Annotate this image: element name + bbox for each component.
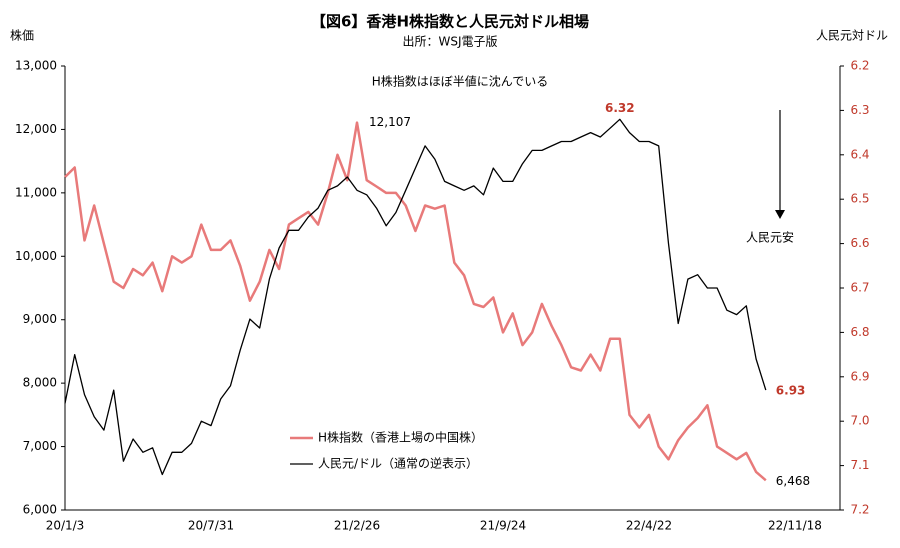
y-tick-label: 10,000 [15,249,57,263]
y2-tick-label: 6.9 [850,369,869,383]
y-axis-label: 株価 [10,28,34,43]
y2-tick-label: 6.4 [850,147,869,161]
series-line [64,118,767,476]
y-tick-label: 11,000 [15,185,57,199]
y2-tick-label: 7.1 [850,458,869,472]
y-tick-label: 8,000 [23,376,57,390]
y2-tick-label: 6.5 [850,192,869,206]
x-tick-label: 22/11/18 [768,519,822,533]
y-tick-label: 6,000 [23,503,57,517]
y2-tick-label: 6.7 [850,281,869,295]
y2-tick-label: 6.6 [850,236,869,250]
x-tick-label: 20/1/3 [46,519,85,533]
y2-tick-label: 7.0 [850,414,869,428]
data-label: 6,468 [776,474,810,488]
y-tick-label: 7,000 [23,439,57,453]
data-label: 12,107 [369,115,411,129]
x-tick-label: 21/9/24 [480,519,526,533]
legend-label: H株指数（香港上場の中国株） [318,430,483,445]
y-tick-label: 9,000 [23,312,57,326]
y2-tick-label: 6.2 [850,59,869,73]
y2-tick-label: 7.2 [850,503,869,517]
y2-tick-label: 6.3 [850,103,869,117]
arrow-head [775,210,785,219]
x-tick-label: 21/2/26 [334,519,380,533]
annotation: H株指数はほぼ半値に沈んでいる [372,74,548,89]
x-tick-label: 20/7/31 [188,519,234,533]
annotation: 人民元安 [746,230,794,245]
chart-title: 【図6】香港H株指数と人民元対ドル相場 [311,13,589,31]
y-tick-label: 12,000 [15,122,57,136]
y2-axis-label: 人民元対ドル [816,29,888,43]
legend-label: 人民元/ドル（通常の逆表示） [318,456,478,471]
x-tick-label: 22/4/22 [626,519,672,533]
y-tick-label: 13,000 [15,59,57,73]
series-line [64,121,767,482]
data-label: 6.32 [605,101,635,115]
y2-tick-label: 6.8 [850,325,869,339]
data-label: 6.93 [776,384,806,398]
chart-subtitle: 出所：WSJ電子版 [402,35,497,49]
